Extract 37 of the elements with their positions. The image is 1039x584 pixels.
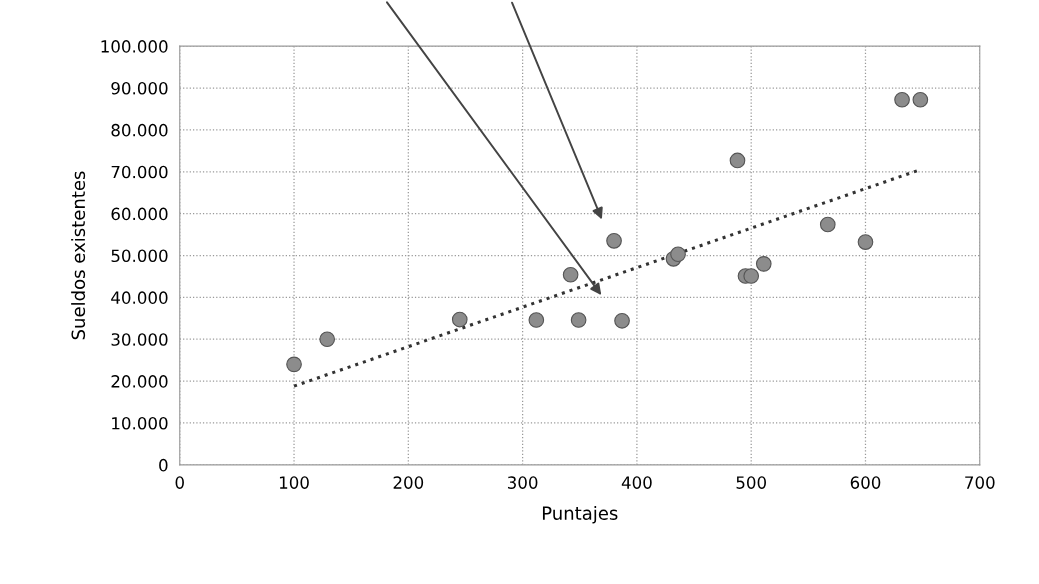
x-tick-label: 500 (736, 476, 766, 489)
y-tick-label: 90.000 (111, 81, 168, 95)
x-tick-label: 300 (507, 476, 538, 489)
point (894, 91, 910, 108)
y-tick-label: 100.000 (101, 40, 168, 53)
point (729, 152, 746, 169)
x-tick-label: 200 (393, 476, 424, 489)
point (319, 331, 336, 348)
y-tick-label: 0 (159, 458, 168, 472)
point (819, 216, 836, 233)
point (606, 233, 622, 249)
y-tick-label: 20.000 (111, 375, 168, 388)
point (614, 312, 630, 329)
y-tick-label: 50.000 (111, 249, 168, 263)
point (286, 356, 302, 373)
x-tick-label: 100 (279, 476, 309, 489)
point (912, 91, 929, 108)
point (562, 266, 579, 283)
y-tick-label: 30.000 (111, 333, 168, 346)
point (451, 311, 468, 328)
x-tick-label: 400 (621, 476, 652, 489)
y-tick-label: 60.000 (111, 207, 168, 221)
x-tick-label: 600 (850, 476, 881, 489)
y-tick-label: 40.000 (111, 291, 168, 304)
x-tick-label: 0 (175, 476, 184, 489)
point (743, 268, 760, 284)
x-tick-label: 700 (965, 476, 995, 489)
point (755, 256, 772, 272)
x-axis-title: Puntajes (542, 505, 618, 524)
y-tick-label: 10.000 (112, 416, 168, 430)
y-axis-title: Sueldos existentes (71, 171, 86, 340)
point (528, 312, 545, 328)
y-tick-label: 80.000 (111, 123, 168, 137)
y-tick-label: 70.000 (111, 165, 168, 179)
point (670, 246, 686, 263)
point (570, 312, 587, 328)
point (857, 234, 874, 250)
